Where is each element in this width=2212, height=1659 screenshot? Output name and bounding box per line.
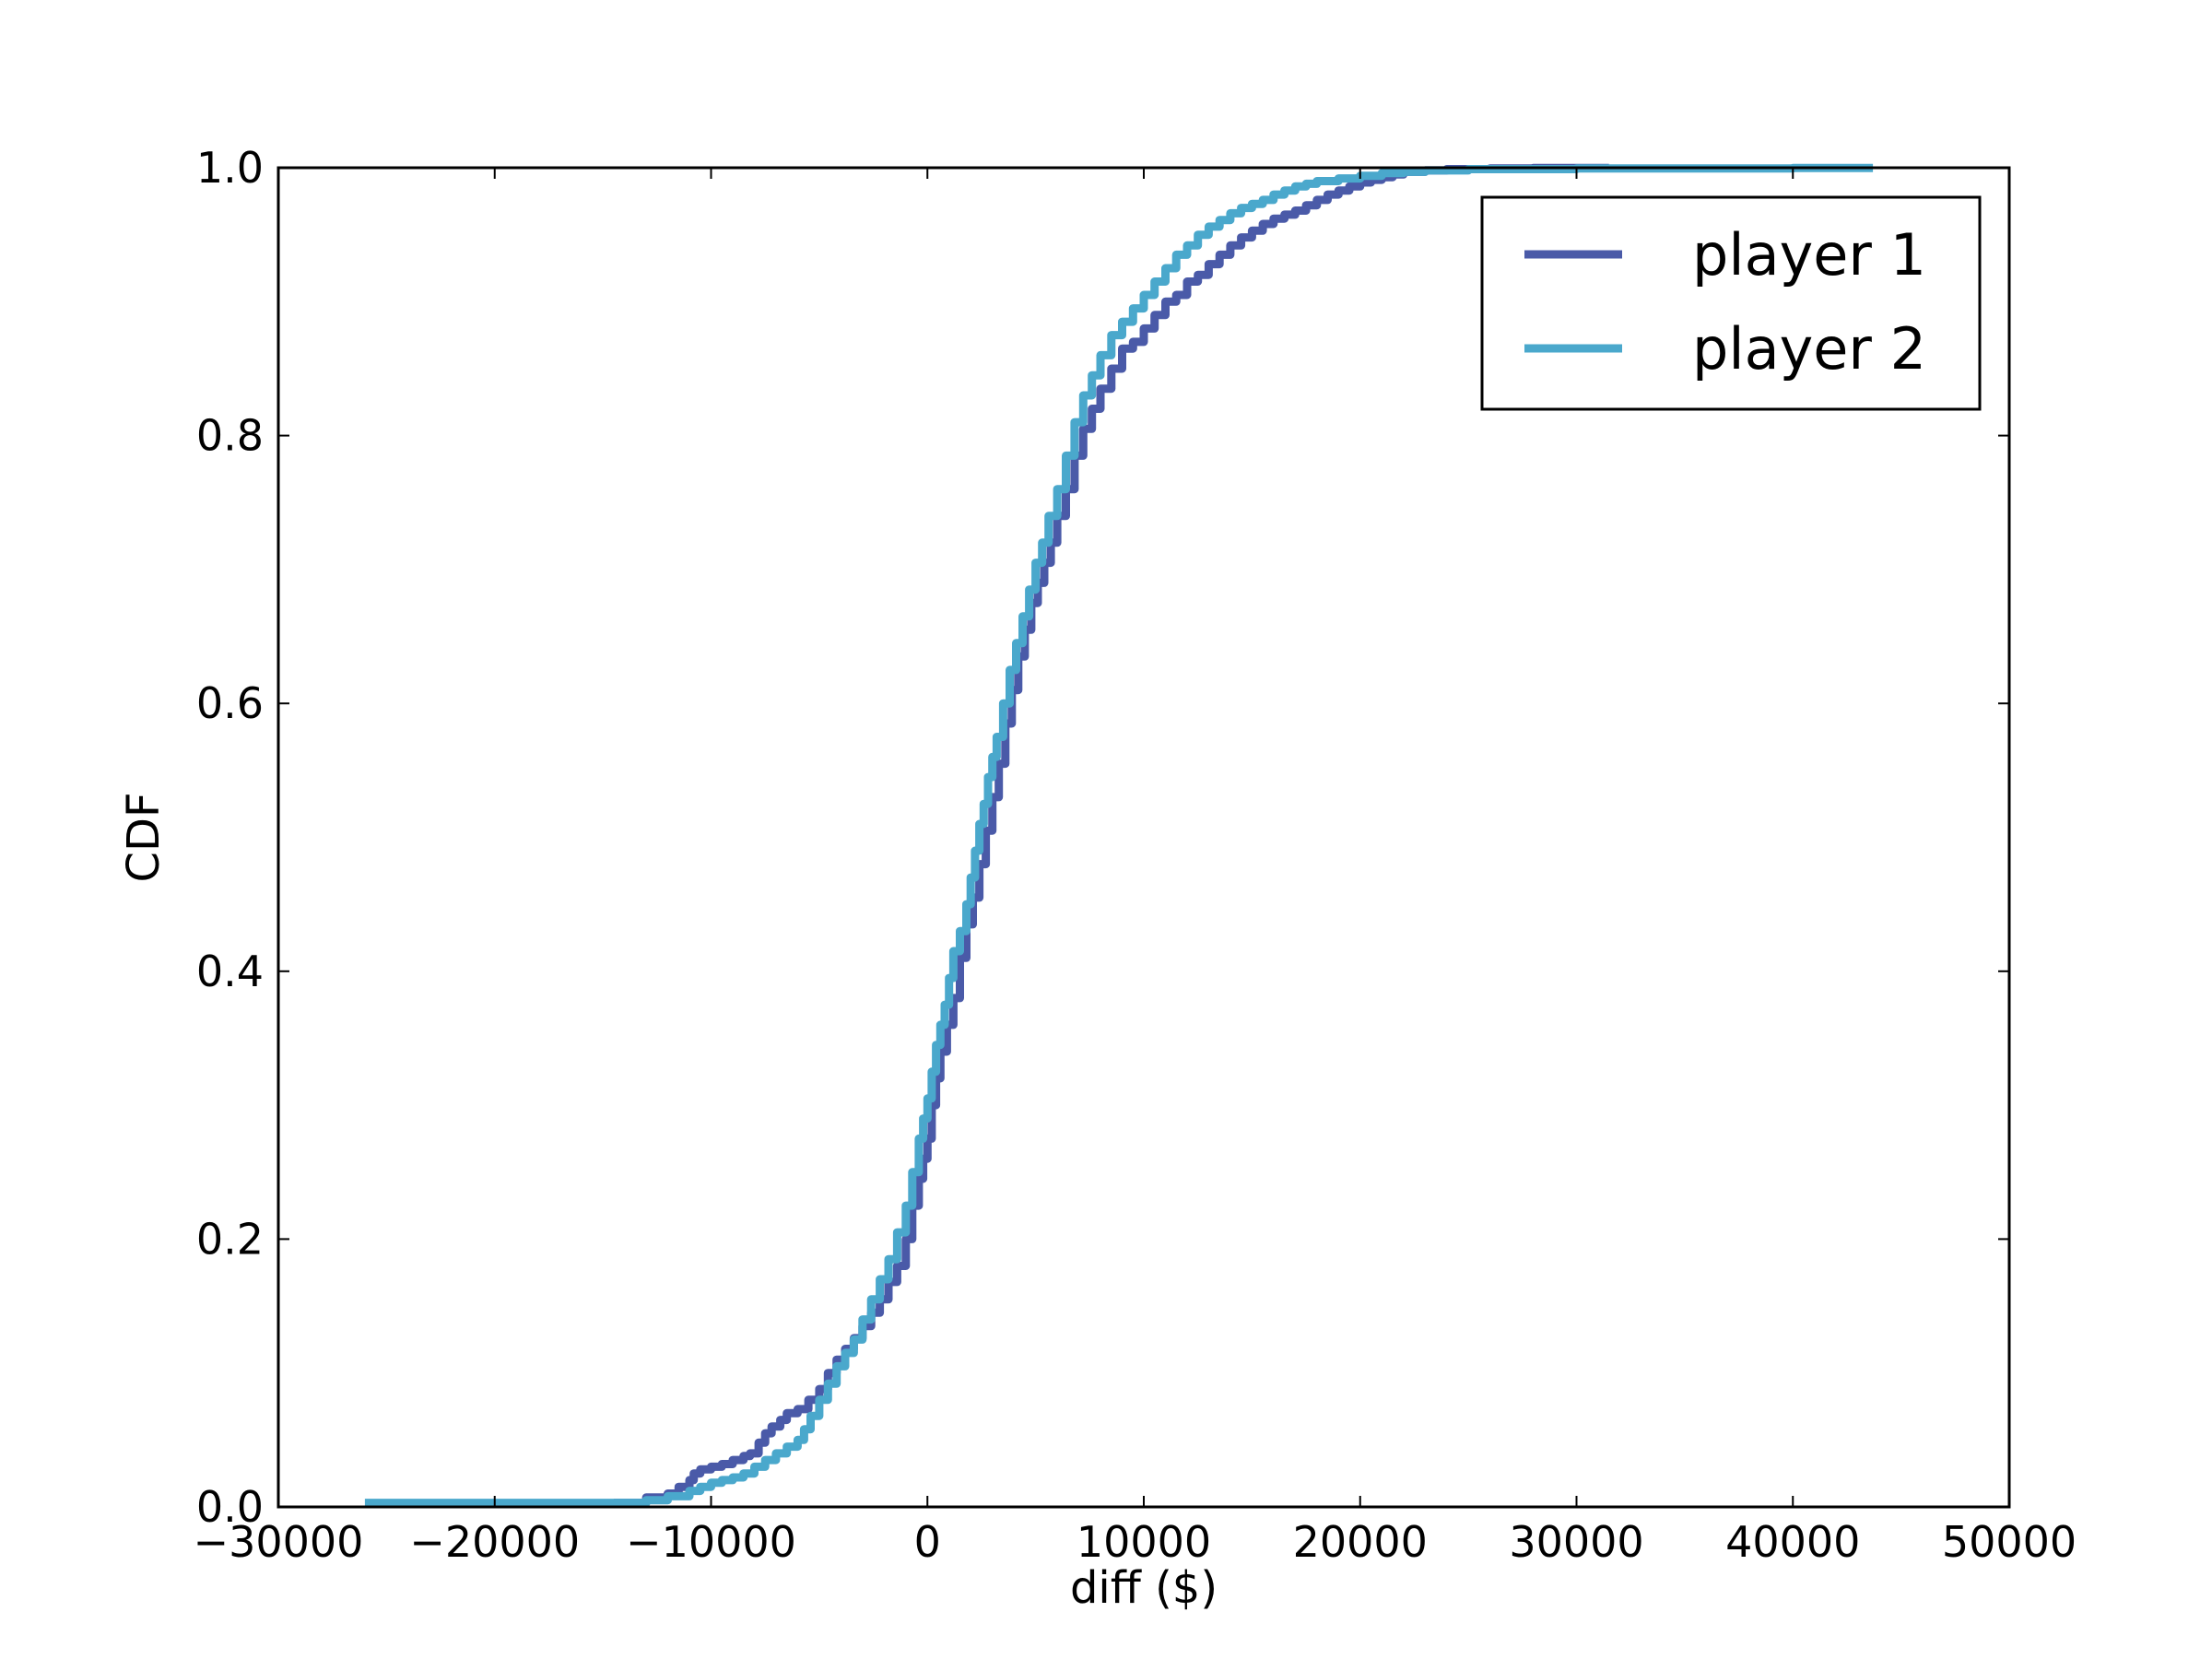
y-tick-label: 0.4 — [196, 947, 264, 996]
x-tick-label: 40000 — [1725, 1517, 1860, 1567]
x-tick-label: 30000 — [1509, 1517, 1643, 1567]
y-tick-label: 0.6 — [196, 678, 264, 728]
ticks-layer: −30000 −20000 −10000 0 10000 20000 30000 40000 5… — [194, 143, 2077, 1567]
x-tick-label: −30000 — [194, 1517, 364, 1567]
x-tick-label: 20000 — [1293, 1517, 1428, 1567]
legend: player 1 player 2 — [1480, 195, 1982, 411]
x-tick-label: −10000 — [626, 1517, 796, 1567]
legend-label-1: player 1 — [1692, 221, 1926, 288]
legend-box — [1480, 195, 1982, 411]
y-tick-label: 0.8 — [196, 411, 264, 461]
legend-label-2: player 2 — [1692, 315, 1926, 382]
y-tick-label: 1.0 — [196, 143, 264, 193]
y-tick-label: 0.2 — [196, 1214, 264, 1264]
x-tick-label: −20000 — [409, 1517, 580, 1567]
series-layer — [364, 163, 1874, 1508]
x-axis-label: diff ($) — [1070, 1562, 1218, 1614]
x-tick-label: 10000 — [1077, 1517, 1211, 1567]
x-tick-label: 0 — [914, 1517, 941, 1567]
series-line-2 — [364, 163, 1874, 1508]
y-tick-label: 0.0 — [196, 1482, 264, 1532]
y-axis-label: CDF — [118, 792, 170, 882]
x-tick-label: 50000 — [1942, 1517, 2077, 1567]
